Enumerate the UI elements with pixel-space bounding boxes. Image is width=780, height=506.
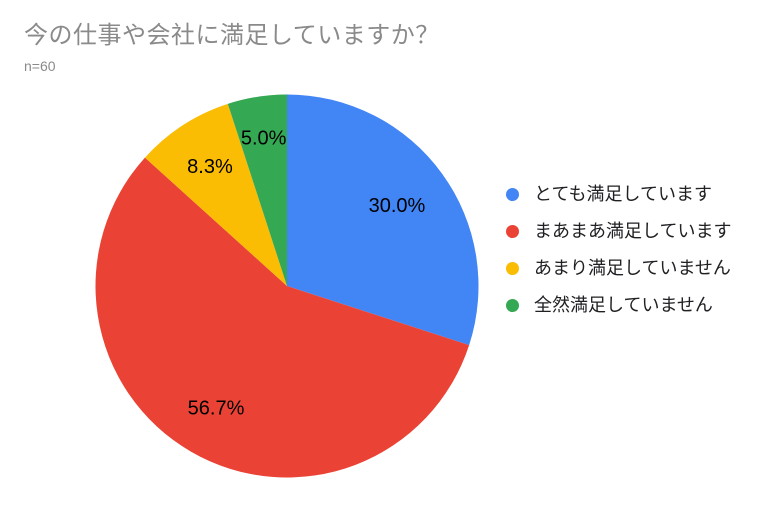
slice-value-label-2: 8.3% [187, 156, 233, 178]
slice-value-label-3: 5.0% [241, 127, 287, 149]
legend: とても満足しています まあまあ満足しています あまり満足していません 全然満足し… [506, 185, 731, 333]
legend-item-2[interactable]: あまり満足していません [506, 259, 731, 277]
legend-label-0: とても満足しています [534, 184, 713, 204]
slice-value-label-1: 56.7% [188, 398, 245, 420]
legend-swatch-1 [506, 224, 519, 238]
legend-swatch-3 [506, 298, 519, 312]
legend-swatch-2 [506, 261, 519, 275]
legend-swatch-0 [506, 187, 519, 201]
pie-slice-1[interactable] [95, 157, 470, 478]
pie-slice-2[interactable] [144, 103, 287, 286]
sample-size-label: n=60 [24, 58, 56, 74]
pie-chart: 30.0% 56.7% 8.3% 5.0% [95, 94, 479, 478]
legend-label-3: 全然満足していません [534, 295, 713, 315]
legend-item-0[interactable]: とても満足しています [506, 185, 731, 203]
legend-label-1: まあまあ満足しています [534, 221, 732, 241]
legend-item-3[interactable]: 全然満足していません [506, 296, 731, 314]
chart-title: 今の仕事や会社に満足していますか？ [24, 22, 440, 49]
legend-label-2: あまり満足していません [534, 258, 731, 278]
pie-slice-3[interactable] [227, 94, 287, 287]
legend-item-1[interactable]: まあまあ満足しています [506, 222, 731, 240]
slice-value-label-0: 30.0% [369, 195, 426, 217]
pie-slice-0[interactable] [287, 94, 479, 346]
